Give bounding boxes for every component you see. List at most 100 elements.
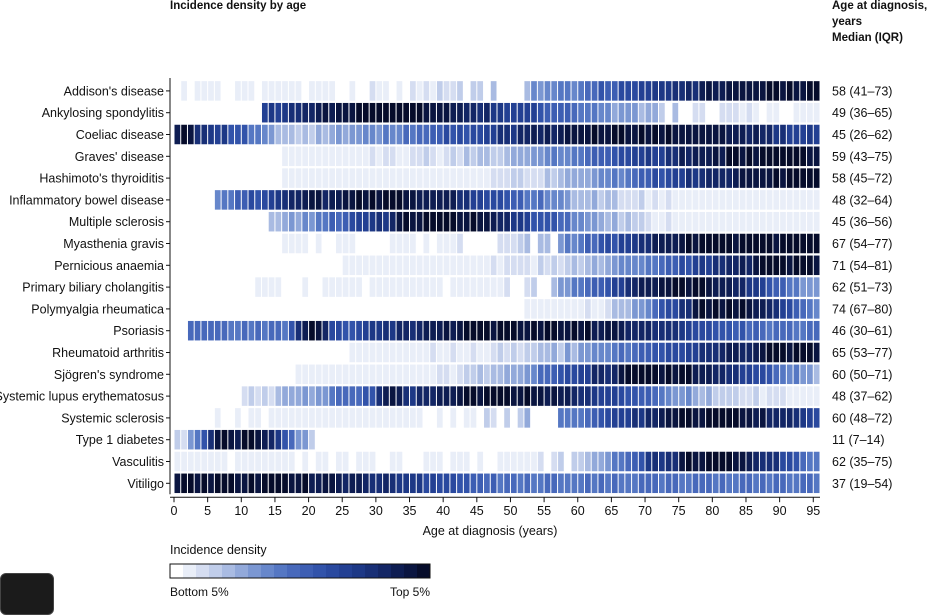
heatmap-cell: [625, 124, 632, 145]
heatmap-cell: [564, 364, 571, 385]
heatmap-cell: [423, 255, 430, 276]
heatmap-cell: [632, 102, 638, 123]
heatmap-cell: [416, 81, 423, 101]
heatmap-cell: [484, 320, 490, 341]
heatmap-cell: [632, 81, 638, 101]
heatmap-cell: [672, 408, 679, 428]
heatmap-cell: [241, 190, 248, 210]
heatmap-cell: [410, 190, 416, 210]
heatmap-cell: [423, 146, 430, 167]
heatmap-cell: [665, 233, 672, 254]
heatmap-cell: [558, 168, 564, 188]
heatmap-cell: [685, 451, 692, 472]
heatmap-cell: [712, 124, 719, 145]
heatmap-cell: [282, 233, 288, 254]
heatmap-cell: [362, 255, 369, 276]
heatmap-cell: [699, 146, 706, 167]
heatmap-cell: [625, 233, 632, 254]
heatmap-cell: [322, 320, 329, 341]
heatmap-cell: [786, 473, 793, 494]
heatmap-cell: [315, 102, 322, 123]
heatmap-cell: [558, 364, 564, 385]
heatmap-cell: [800, 124, 807, 145]
heatmap-cell: [389, 277, 396, 297]
heatmap-row: Graves' disease 59 (43–75): [75, 146, 892, 167]
heatmap-cell: [416, 364, 423, 385]
heatmap-cell: [510, 451, 517, 472]
heatmap-cell: [537, 81, 544, 101]
heatmap-cell: [558, 342, 564, 363]
row-label: Pernicious anaemia: [54, 259, 164, 273]
heatmap-cell: [551, 81, 558, 101]
heatmap-cell: [685, 299, 692, 319]
heatmap-cell: [807, 451, 813, 472]
heatmap-cell: [288, 211, 295, 232]
heatmap-cell: [665, 124, 672, 145]
heatmap-cell: [504, 211, 510, 232]
heatmap-cell: [504, 277, 510, 297]
heatmap-cell: [605, 320, 611, 341]
heatmap-cell: [430, 168, 436, 188]
heatmap-cell: [470, 255, 477, 276]
heatmap-cell: [410, 277, 416, 297]
heatmap-cell: [692, 299, 699, 319]
heatmap-cell: [537, 190, 544, 210]
heatmap-cell: [221, 451, 228, 472]
heatmap-cell: [793, 233, 800, 254]
heatmap-cell: [699, 102, 706, 123]
heatmap-cell: [389, 168, 396, 188]
heatmap-cell: [665, 146, 672, 167]
median-iqr-value: 58 (41–73): [832, 84, 892, 98]
heatmap-cell: [753, 451, 759, 472]
heatmap-cell: [672, 190, 679, 210]
heatmap-cell: [591, 320, 598, 341]
heatmap-cell: [672, 277, 679, 297]
heatmap-cell: [436, 168, 443, 188]
heatmap-cell: [719, 124, 726, 145]
row-label: Vitiligo: [127, 477, 164, 491]
heatmap-cell: [315, 190, 322, 210]
heatmap-cell: [591, 168, 598, 188]
heatmap-cell: [685, 190, 692, 210]
legend-low-label: Bottom 5%: [170, 585, 229, 599]
heatmap-cell: [759, 364, 766, 385]
heatmap-cell: [652, 386, 658, 406]
heatmap-cell: [632, 364, 638, 385]
corner-widget[interactable]: [0, 573, 54, 615]
heatmap-cell: [564, 168, 571, 188]
heatmap-cell: [531, 342, 537, 363]
heatmap-cell: [275, 429, 282, 450]
heatmap-cell: [591, 255, 598, 276]
heatmap-cell: [342, 386, 349, 406]
heatmap-cell: [733, 146, 739, 167]
heatmap-cell: [699, 408, 706, 428]
heatmap-cell: [248, 320, 255, 341]
heatmap-row: Systemic lupus erythematosus 48 (37–62): [0, 386, 892, 406]
heatmap-cell: [692, 211, 699, 232]
heatmap-cell: [739, 146, 746, 167]
heatmap-cell: [551, 299, 558, 319]
heatmap-cell: [214, 408, 221, 428]
heatmap-cell: [383, 168, 389, 188]
heatmap-cell: [288, 408, 295, 428]
heatmap-cell: [248, 451, 255, 472]
median-iqr-value: 60 (50–71): [832, 368, 892, 382]
heatmap-cell: [598, 386, 605, 406]
heatmap-cell: [329, 124, 335, 145]
heatmap-cell: [632, 277, 638, 297]
heatmap-cell: [685, 211, 692, 232]
heatmap-cell: [295, 386, 302, 406]
heatmap-cell: [201, 429, 208, 450]
heatmap-cell: [416, 146, 423, 167]
heatmap-cell: [746, 146, 753, 167]
heatmap-cell: [443, 473, 450, 494]
heatmap-cell: [248, 473, 255, 494]
heatmap-cell: [706, 255, 712, 276]
heatmap-cell: [423, 190, 430, 210]
heatmap-cell: [329, 102, 335, 123]
heatmap-cell: [443, 168, 450, 188]
heatmap-cell: [679, 233, 685, 254]
heatmap-cell: [517, 102, 524, 123]
heatmap-cell: [672, 386, 679, 406]
heatmap-cell: [672, 102, 679, 123]
